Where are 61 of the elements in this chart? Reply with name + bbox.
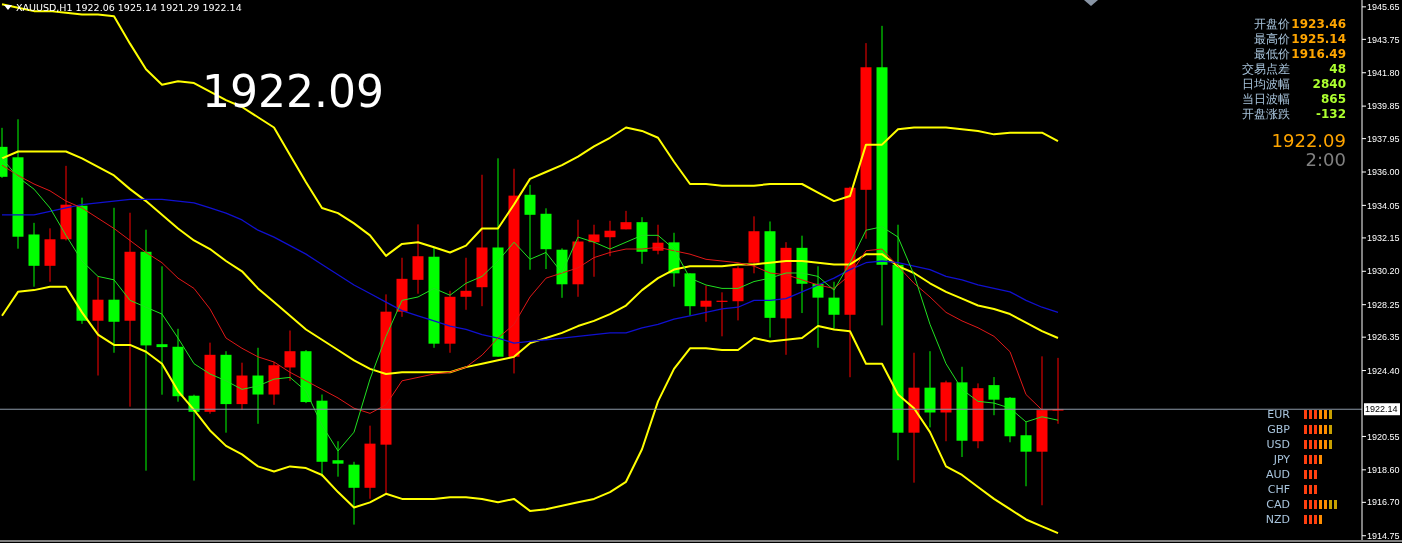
line-series — [1, 285, 1059, 535]
candlestick — [1020, 421, 1032, 487]
text: NZD — [1265, 513, 1290, 526]
text: 交易点差 — [1242, 62, 1290, 76]
y-tick-label: 1932.15 — [1367, 233, 1400, 244]
candlestick — [348, 461, 360, 526]
candlestick — [284, 330, 296, 382]
text: GBP — [1267, 423, 1291, 436]
text: 开盘价 — [1254, 17, 1290, 31]
y-tick-label: 1930.20 — [1367, 266, 1400, 277]
candlestick — [988, 376, 1000, 416]
text: 日均波幅 — [1242, 77, 1290, 91]
candlestick — [588, 224, 600, 278]
candlestick — [92, 276, 104, 377]
candlestick — [108, 207, 120, 354]
y-tick-label: 1945.65 — [1367, 2, 1400, 12]
y-tick-label: 1918.60 — [1367, 464, 1400, 475]
y-tick-label: 1916.70 — [1367, 497, 1400, 508]
y-tick-label: 1939.85 — [1367, 101, 1400, 112]
candlestick — [700, 285, 712, 323]
ref-line-label: 1922.14 — [1365, 404, 1398, 415]
text: 2840 — [1312, 77, 1346, 91]
candlestick — [252, 347, 264, 425]
text: EUR — [1267, 408, 1291, 421]
y-tick-label: 1924.40 — [1367, 365, 1400, 376]
text: 1916.49 — [1291, 47, 1346, 61]
y-tick-label: 1920.55 — [1367, 431, 1400, 442]
text: AUD — [1265, 468, 1290, 481]
y-tick-label: 1943.75 — [1367, 34, 1400, 45]
line-series — [1, 198, 1059, 344]
text: 1925.14 — [1291, 32, 1346, 46]
text: 865 — [1320, 92, 1346, 106]
y-tick-label: 1936.00 — [1367, 167, 1400, 178]
text: 2:00 — [1305, 149, 1346, 170]
text: 最低价 — [1254, 47, 1290, 61]
text: 1922.09 — [1271, 130, 1346, 151]
candlestick — [332, 440, 344, 478]
y-tick-label: 1934.05 — [1367, 200, 1400, 211]
text: 48 — [1329, 62, 1346, 76]
text: CAD — [1266, 498, 1290, 511]
y-tick-label: 1941.80 — [1367, 67, 1400, 78]
annotation: 1922.09 — [202, 66, 384, 117]
line-series — [1, 3, 1059, 257]
text: USD — [1266, 438, 1290, 451]
y-tick-label: 1937.95 — [1367, 133, 1400, 144]
y-tick-label: 1914.75 — [1367, 530, 1400, 541]
y-tick-label: 1926.35 — [1367, 332, 1400, 343]
candlestick — [524, 184, 536, 271]
candlestick — [460, 257, 472, 311]
text: JPY — [1272, 453, 1291, 466]
text: -132 — [1315, 107, 1346, 121]
text: 当日波幅 — [1242, 92, 1290, 106]
candlestick — [604, 220, 616, 257]
y-tick-label: 1928.25 — [1367, 299, 1400, 310]
text: 1923.46 — [1291, 17, 1346, 31]
candlestick — [156, 265, 168, 396]
text: CHF — [1267, 483, 1290, 496]
text: 最高价 — [1254, 32, 1290, 46]
candlestick — [412, 223, 424, 295]
candlestick — [828, 281, 840, 330]
text: 开盘涨跌 — [1242, 107, 1290, 121]
